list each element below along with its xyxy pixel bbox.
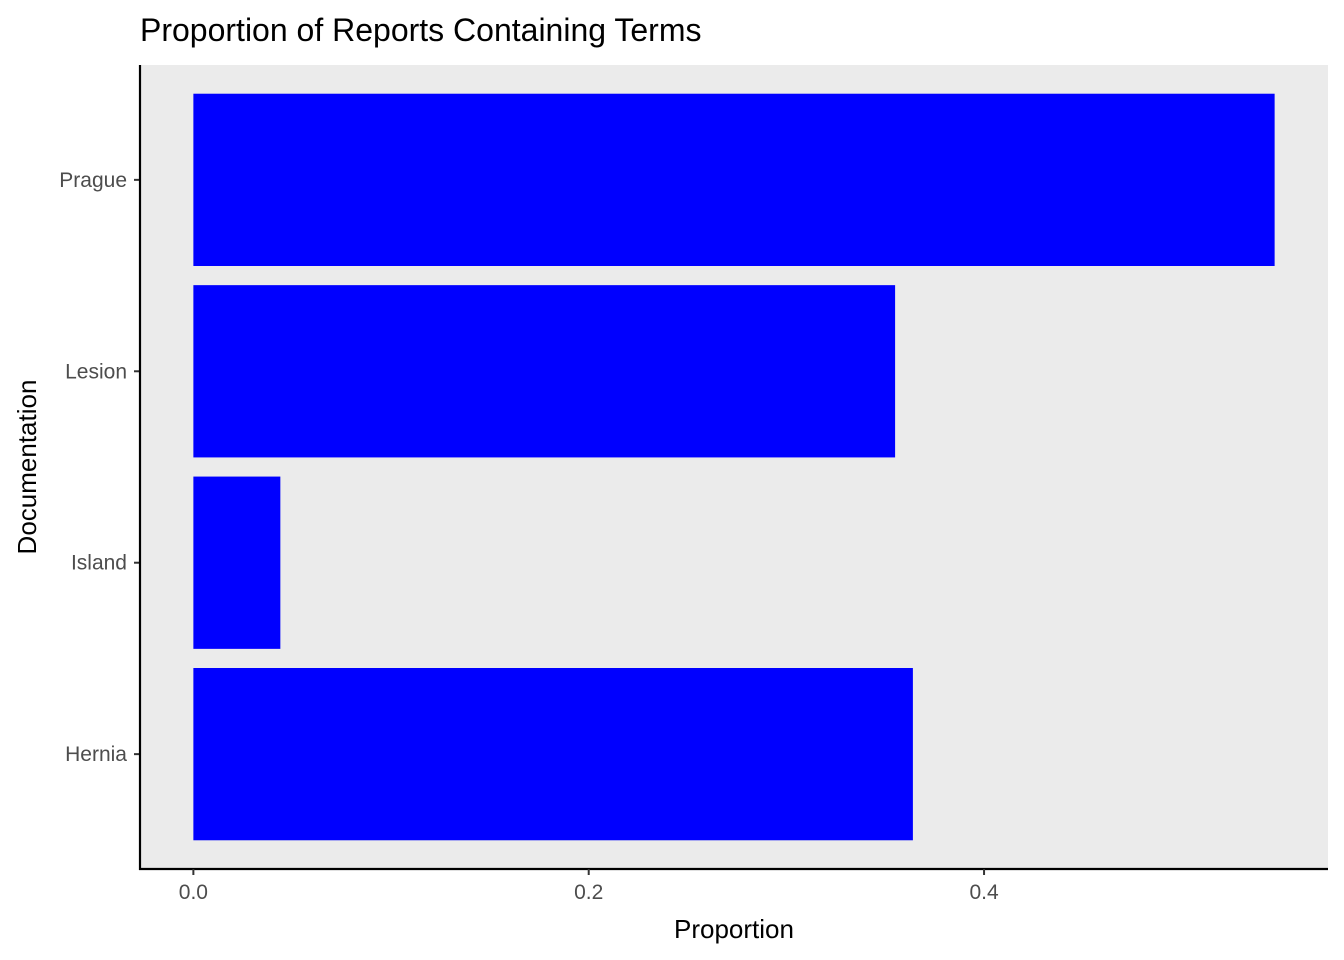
chart-title: Proportion of Reports Containing Terms <box>140 12 701 48</box>
bar-lesion <box>193 285 896 458</box>
y-tick-label-island: Island <box>71 552 127 575</box>
x-axis-title: Proportion <box>674 914 794 944</box>
x-tick-label-1: 0.2 <box>574 881 603 904</box>
y-axis: Hernia Island Lesion Prague <box>59 65 142 870</box>
y-tick-label-lesion: Lesion <box>65 360 127 383</box>
x-tick-label-2: 0.4 <box>969 881 999 904</box>
y-axis-title: Documentation <box>12 380 42 555</box>
y-tick-label-hernia: Hernia <box>65 743 127 766</box>
x-axis: 0.0 0.2 0.4 <box>139 867 1328 904</box>
bar-prague <box>193 93 1275 266</box>
bar-hernia <box>193 668 913 841</box>
y-tick-label-prague: Prague <box>59 169 127 192</box>
bar-island <box>193 476 281 649</box>
x-tick-label-0: 0.0 <box>179 881 208 904</box>
bars-group <box>193 93 1275 841</box>
